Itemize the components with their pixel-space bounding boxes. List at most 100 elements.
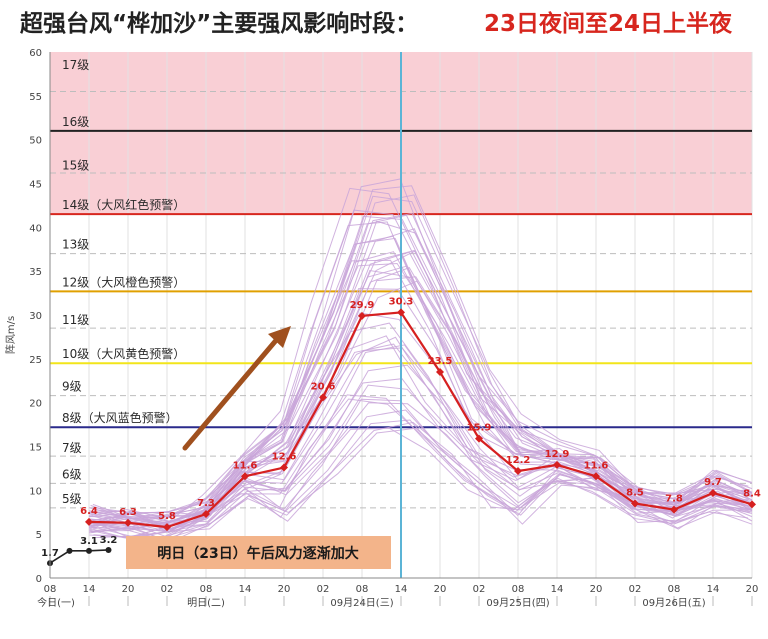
ensemble-line [92, 185, 753, 523]
y-tick-label: 40 [29, 223, 42, 234]
ensemble-line [88, 312, 752, 524]
x-day-label: 09月25日(四) [486, 597, 549, 609]
x-tick-label: 20 [590, 584, 603, 595]
forecast-value-label: 30.3 [389, 296, 414, 307]
x-tick-label: 02 [161, 584, 174, 595]
x-tick-label: 08 [512, 584, 525, 595]
forecast-point [553, 460, 561, 469]
forecast-point [124, 518, 132, 527]
forecast-value-label: 7.8 [665, 494, 683, 505]
ensemble-line [88, 237, 751, 530]
level-label: 15级 [62, 159, 89, 173]
y-tick-label: 25 [29, 355, 42, 366]
forecast-point [436, 367, 444, 376]
forecast-value-label: 12.9 [545, 449, 570, 460]
title-highlight: 23日夜间至24日上半夜 [484, 11, 733, 37]
ensemble-line [90, 384, 753, 533]
observed-point [66, 547, 73, 554]
y-axis-label: 阵风m/s [4, 316, 17, 354]
observed-value-label: 3.1 [80, 536, 98, 547]
forecast-value-label: 20.6 [311, 381, 336, 392]
ensemble-line [88, 262, 751, 519]
x-tick-label: 08 [200, 584, 213, 595]
y-tick-label: 30 [29, 311, 42, 322]
forecast-point [592, 472, 600, 481]
forecast-value-label: 6.4 [80, 506, 98, 517]
forecast-line [88, 311, 753, 529]
forecast-point [163, 523, 171, 532]
ensemble-line [91, 269, 753, 532]
forecast-value-label: 11.6 [584, 460, 609, 471]
ensemble-line [89, 378, 753, 538]
observed-point [105, 546, 112, 553]
level-label: 14级（大风红色预警） [62, 197, 185, 212]
forecast-point [85, 517, 93, 526]
forecast-point [241, 472, 249, 481]
level-label: 7级 [62, 441, 82, 455]
y-tick-label: 20 [29, 399, 42, 410]
ensemble-line [93, 250, 753, 525]
x-day-label: 今日(一) [37, 596, 75, 609]
forecast-point [670, 505, 678, 514]
y-tick-label: 15 [29, 443, 42, 454]
ensemble-line [88, 221, 748, 518]
forecast-point [319, 393, 327, 402]
observed-series: 1.73.1 3.2 [41, 535, 117, 567]
observed-point [86, 547, 92, 554]
level-label: 13级 [62, 238, 89, 252]
x-tick-label: 08 [668, 584, 681, 595]
level-label: 5级 [62, 492, 82, 506]
forecast-value-label: 11.6 [233, 460, 258, 471]
y-tick-label: 50 [29, 136, 42, 147]
level-label: 9级 [62, 380, 82, 394]
x-tick-label: 20 [434, 584, 447, 595]
y-tick-label: 60 [29, 48, 42, 59]
forecast-value-label: 15.9 [467, 423, 492, 434]
y-tick-label: 0 [36, 574, 42, 585]
ensemble-lines [88, 178, 753, 543]
ensemble-line [88, 288, 752, 526]
x-tick-label: 02 [317, 584, 330, 595]
x-tick-label: 08 [356, 584, 369, 595]
forecast-point [475, 434, 483, 443]
forecast-value-label: 5.8 [158, 511, 176, 522]
x-tick-label: 20 [746, 584, 759, 595]
ensemble-line [90, 265, 753, 534]
ensemble-line [88, 187, 749, 527]
x-tick-label: 14 [395, 584, 408, 595]
title-main: 超强台风“桦加沙”主要强风影响时段： [20, 11, 419, 37]
annotation-box [126, 536, 391, 569]
ensemble-line [92, 195, 753, 522]
forecast-point [358, 311, 366, 320]
annotation-text: 明日（23日）午后风力逐渐加大 [157, 545, 358, 562]
chart-title: 超强台风“桦加沙”主要强风影响时段： 23日夜间至24日上半夜 [0, 0, 768, 48]
ensemble-line [88, 259, 750, 529]
y-tick-label: 10 [29, 486, 42, 497]
forecast-value-label: 23.5 [428, 356, 453, 367]
y-tick-label: 5 [36, 530, 42, 541]
forecast-point [514, 467, 522, 476]
ensemble-line [90, 344, 753, 529]
level-label: 17级 [62, 58, 89, 72]
forecast-value-label: 29.9 [350, 300, 375, 311]
ensemble-line [91, 266, 753, 520]
level-label: 10级（大风黄色预警） [62, 346, 185, 361]
y-tick-label: 55 [29, 92, 42, 103]
forecast-value-label: 7.3 [197, 498, 215, 509]
forecast-point [709, 488, 717, 497]
y-tick-label: 35 [29, 267, 42, 278]
x-day-label: 09月24日(三) [330, 597, 393, 609]
observed-line [49, 549, 109, 564]
ensemble-line [92, 194, 753, 526]
ensemble-line [88, 235, 750, 532]
trend-arrow-shaft [182, 335, 281, 451]
x-tick-label: 08 [44, 584, 57, 595]
forecast-point [397, 308, 405, 317]
level-label: 8级（大风蓝色预警） [62, 410, 178, 425]
trend-arrow-head [268, 326, 291, 348]
x-day-label: 明日(二) [187, 597, 225, 609]
ensemble-line [91, 419, 753, 543]
level-label: 11级 [62, 313, 89, 327]
ensemble-line [88, 398, 752, 540]
x-day-label: 09月26日(五) [642, 597, 705, 609]
